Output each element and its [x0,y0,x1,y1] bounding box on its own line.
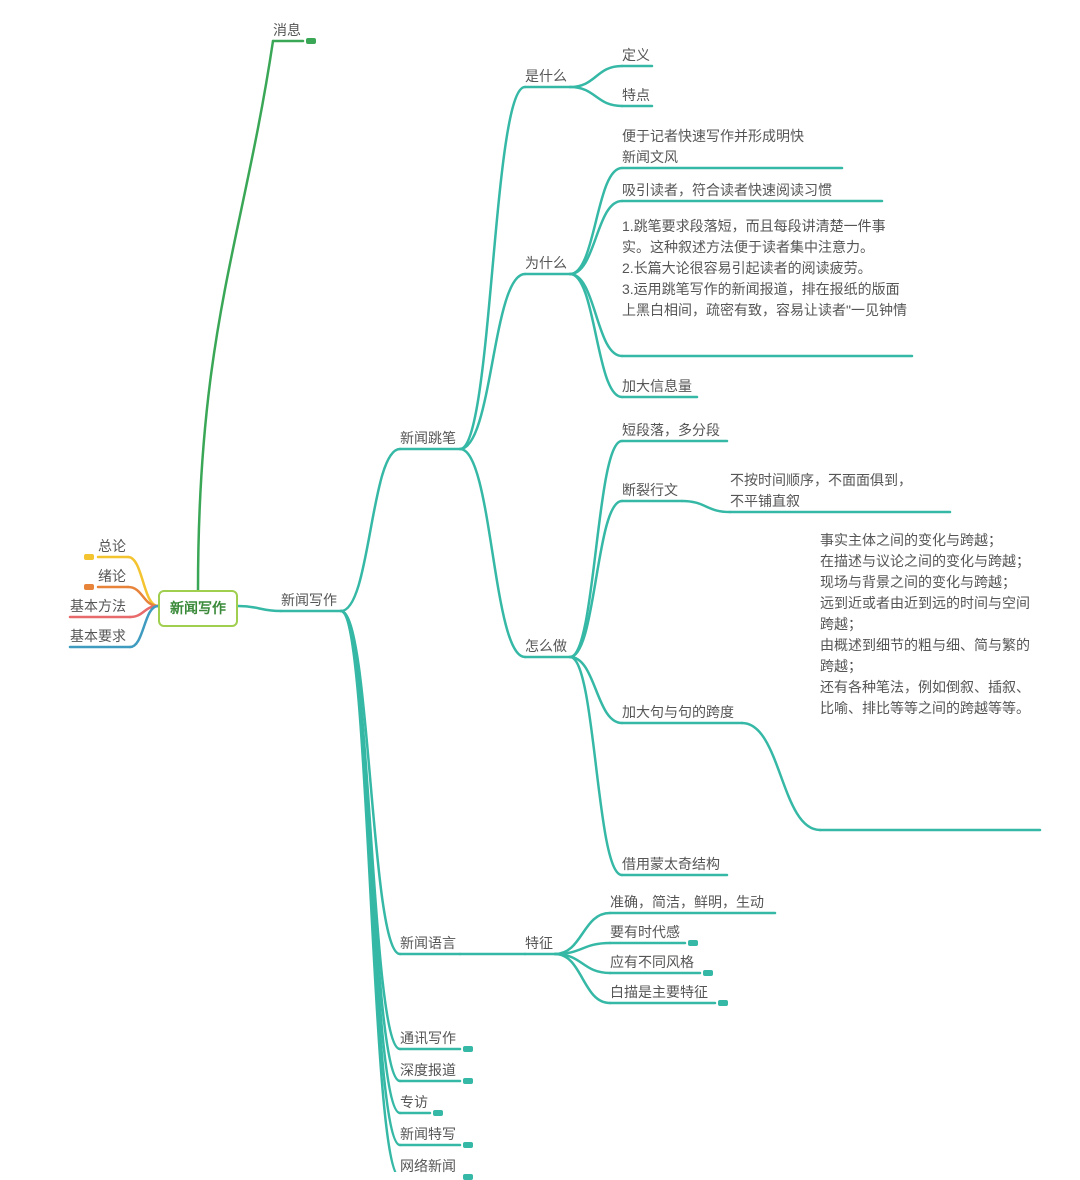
mindmap-node[interactable]: 加大句与句的跨度 [622,702,734,723]
collapse-marker[interactable] [433,1110,443,1116]
mindmap-node[interactable]: 专访 [400,1092,428,1113]
mindmap-node[interactable]: 消息 [273,20,301,41]
mindmap-node[interactable]: 新闻语言 [400,933,456,954]
collapse-marker[interactable] [703,970,713,976]
mindmap-node[interactable]: 不按时间顺序，不面面俱到， 不平铺直叙 [730,470,950,512]
collapse-marker[interactable] [84,584,94,590]
mindmap-node[interactable]: 加大信息量 [622,376,692,397]
mindmap-node[interactable]: 事实主体之间的变化与跨越； 在描述与议论之间的变化与跨越； 现场与背景之间的变化… [820,530,1040,719]
collapse-marker[interactable] [688,940,698,946]
mindmap-node[interactable]: 特征 [525,933,553,954]
mindmap-node[interactable]: 应有不同风格 [610,952,694,973]
mindmap-node[interactable]: 定义 [622,45,650,66]
collapse-marker[interactable] [463,1142,473,1148]
mindmap-node[interactable]: 新闻特写 [400,1124,456,1145]
mindmap-node[interactable]: 1.跳笔要求段落短，而且每段讲清楚一件事实。这种叙述方法便于读者集中注意力。 2… [622,216,912,321]
mindmap-node[interactable]: 为什么 [525,253,567,274]
mindmap-node[interactable]: 便于记者快速写作并形成明快 新闻文风 [622,126,842,168]
mindmap-node[interactable]: 新闻跳笔 [400,428,456,449]
collapse-marker[interactable] [463,1046,473,1052]
mindmap-node[interactable]: 基本要求 [70,626,126,647]
mindmap-node[interactable]: 怎么做 [525,636,567,657]
collapse-marker[interactable] [463,1174,473,1180]
mindmap-node[interactable]: 断裂行文 [622,480,678,501]
mindmap-node[interactable]: 吸引读者，符合读者快速阅读习惯 [622,180,882,201]
mindmap-node[interactable]: 白描是主要特征 [610,982,708,1003]
collapse-marker[interactable] [718,1000,728,1006]
mindmap-node[interactable]: 借用蒙太奇结构 [622,854,720,875]
mindmap-node[interactable]: 通讯写作 [400,1028,456,1049]
mindmap-node[interactable]: 要有时代感 [610,922,680,943]
mindmap-node[interactable]: 绪论 [98,566,126,587]
mindmap-node[interactable]: 总论 [98,536,126,557]
mindmap-node[interactable]: 是什么 [525,66,567,87]
mindmap-root[interactable]: 新闻写作 [158,590,238,627]
mindmap-node[interactable]: 特点 [622,85,650,106]
mindmap-node[interactable]: 网络新闻 [400,1156,456,1177]
mindmap-node[interactable]: 基本方法 [70,596,126,617]
mindmap-node[interactable]: 准确，简洁，鲜明，生动 [610,892,764,913]
collapse-marker[interactable] [306,38,316,44]
mindmap-node[interactable]: 短段落，多分段 [622,420,720,441]
collapse-marker[interactable] [463,1078,473,1084]
collapse-marker[interactable] [84,554,94,560]
mindmap-node[interactable]: 深度报道 [400,1060,456,1081]
mindmap-node[interactable]: 新闻写作 [281,590,337,611]
